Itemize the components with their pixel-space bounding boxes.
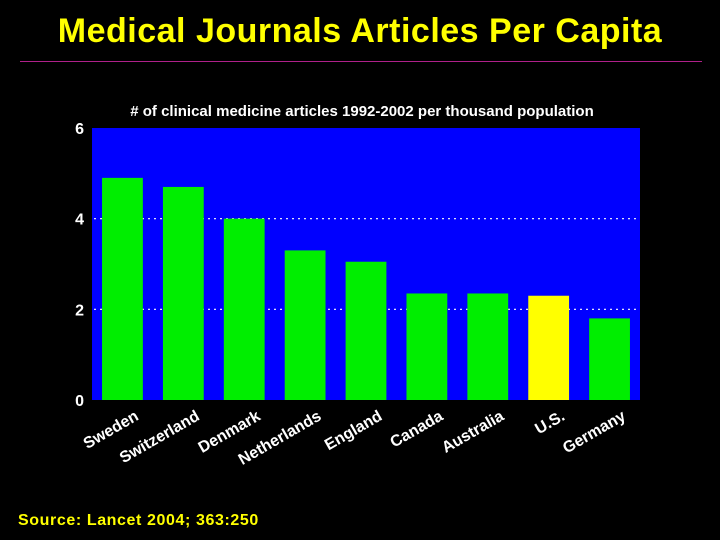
- bar-netherlands: [284, 250, 326, 400]
- bar-denmark: [223, 218, 265, 400]
- x-tick-label: Australia: [439, 408, 507, 457]
- x-tick-label: U.S.: [532, 408, 567, 438]
- y-axis-ticks: 0 2 4 6: [75, 121, 84, 410]
- x-tick-label: England: [322, 408, 385, 454]
- bar-australia: [467, 293, 509, 400]
- y-tick-label: 6: [75, 121, 84, 138]
- x-tick-label: Germany: [560, 408, 629, 457]
- bar-switzerland: [162, 186, 204, 400]
- bars: [102, 177, 630, 400]
- y-tick-label: 2: [75, 302, 84, 319]
- x-tick-label: Canada: [388, 408, 447, 452]
- bar-germany: [589, 318, 630, 400]
- bar-us: [528, 295, 570, 400]
- y-tick-label: 0: [75, 393, 84, 410]
- bar-sweden: [102, 177, 143, 400]
- slide-title: Medical Journals Articles Per Capita: [57, 12, 663, 50]
- y-tick-label: 4: [75, 212, 84, 229]
- bar-england: [345, 261, 387, 400]
- source-citation: Source: Lancet 2004; 363:250: [18, 512, 259, 529]
- x-axis-labels: SwedenSwitzerlandDenmarkNetherlandsEngla…: [81, 408, 629, 469]
- bar-canada: [406, 293, 448, 400]
- title-divider: [20, 61, 702, 62]
- chart-subtitle: # of clinical medicine articles 1992-200…: [130, 103, 593, 120]
